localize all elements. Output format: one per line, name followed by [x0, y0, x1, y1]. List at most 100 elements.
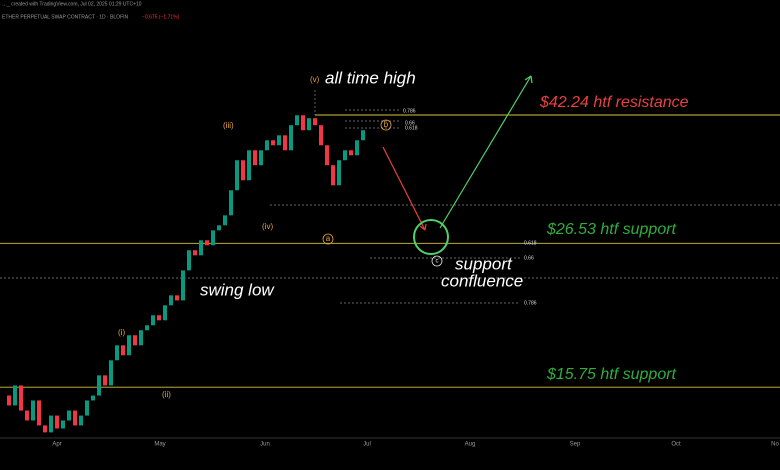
arrow-head: [419, 223, 427, 231]
annotation: all time high: [325, 68, 416, 87]
candle: [175, 295, 179, 301]
wave-label: (v): [310, 75, 320, 84]
x-tick-label: Aug: [465, 442, 476, 448]
wave-label: (i): [118, 328, 125, 337]
candle: [139, 330, 143, 346]
candle: [343, 150, 347, 161]
annotation: confluence: [441, 271, 523, 290]
annotation: support: [455, 254, 513, 273]
x-tick-label: Jul: [363, 442, 371, 448]
x-tick-label: No: [771, 442, 779, 448]
candle: [307, 118, 311, 131]
candle: [217, 225, 221, 231]
candle: [289, 125, 293, 151]
candle: [85, 400, 89, 416]
candle: [73, 410, 77, 426]
level-label: $26.53 htf support: [546, 221, 677, 238]
arrow-up: [439, 75, 532, 229]
fib-label: 0.786: [403, 108, 416, 114]
candle: [109, 360, 113, 386]
candle: [301, 115, 305, 131]
candle: [7, 395, 11, 406]
candle: [313, 118, 317, 126]
symbol: ETHER PERPETUAL SWAP CONTRACT · 1D · BLO…: [2, 14, 129, 20]
candle: [91, 395, 95, 401]
level-label: $42.24 htf resistance: [539, 94, 689, 111]
candle: [295, 115, 299, 126]
candle: [79, 415, 83, 426]
plot: [0, 114, 780, 433]
wave-label: a: [326, 234, 331, 243]
x-tick-label: Oct: [671, 442, 681, 448]
candle: [265, 140, 269, 151]
candle: [103, 375, 107, 386]
candle: [13, 385, 17, 406]
candle: [271, 140, 275, 146]
candle: [205, 240, 209, 246]
candle: [241, 160, 245, 181]
candle: [157, 315, 161, 321]
candle: [127, 335, 131, 356]
wave-label: (ii): [162, 390, 171, 399]
change: −0.675 (−1.71%): [142, 14, 180, 20]
candle: [61, 420, 65, 429]
arrow-down: [382, 146, 426, 231]
x-tick-label: Sep: [570, 442, 581, 448]
candle: [325, 145, 329, 166]
target-circle: [413, 219, 449, 255]
level-label: $15.75 htf support: [546, 366, 677, 383]
candle: [169, 295, 173, 306]
fib-label: 0.618: [524, 240, 537, 246]
candle: [187, 250, 191, 271]
candle: [259, 150, 263, 166]
fib-label: 0.66: [405, 120, 415, 126]
fib-label: 0.786: [524, 300, 537, 306]
candle: [355, 140, 359, 156]
candle: [31, 400, 35, 421]
candle: [283, 135, 287, 151]
candle: [55, 415, 59, 429]
wave-label: b: [384, 120, 389, 129]
candle: [199, 240, 203, 256]
credit: …_ created with TradingView.com, Jul 02,…: [2, 1, 142, 7]
annotation: swing low: [200, 280, 275, 299]
wave-circle: [431, 255, 443, 267]
candle: [163, 305, 167, 321]
wave-label: c: [436, 259, 439, 265]
arrow-head: [524, 75, 533, 84]
candle: [349, 150, 353, 156]
candle: [253, 150, 257, 166]
candle: [145, 325, 149, 331]
candle: [43, 425, 47, 433]
candle: [319, 125, 323, 146]
candle: [19, 385, 23, 411]
wave-label: (iii): [223, 121, 234, 130]
candle: [337, 160, 341, 186]
candle: [193, 250, 197, 256]
candle: [115, 345, 119, 361]
candle: [361, 130, 365, 141]
candle: [151, 315, 155, 326]
wave-circle: [380, 119, 392, 131]
candle: [133, 335, 137, 346]
candle: [97, 375, 101, 396]
candle: [181, 270, 185, 301]
fib-label: 0.66: [524, 255, 534, 261]
candle: [223, 215, 227, 226]
candle: [229, 190, 233, 216]
candle: [37, 400, 41, 426]
guides: [0, 90, 780, 304]
x-tick-label: May: [154, 442, 165, 448]
candle: [67, 410, 71, 421]
candle: [49, 415, 53, 433]
candle: [121, 345, 125, 356]
candle: [331, 165, 335, 186]
candle: [211, 230, 215, 246]
x-tick-label: Apr: [52, 442, 61, 448]
candle: [25, 410, 29, 421]
candle: [277, 135, 281, 146]
candle: [235, 160, 239, 191]
fib-label: 0.618: [405, 125, 418, 131]
